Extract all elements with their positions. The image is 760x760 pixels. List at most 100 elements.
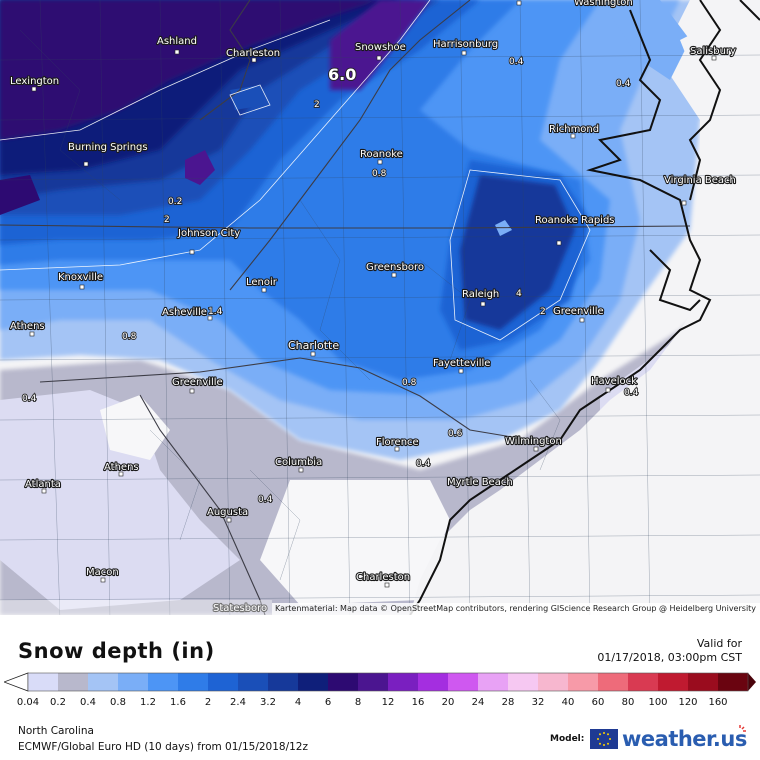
city-lenoir[interactable]: Lenoir — [245, 276, 279, 293]
scale-tick-label: 120 — [678, 697, 698, 708]
scale-swatch — [358, 673, 389, 691]
svg-text:Ashland: Ashland — [157, 36, 197, 47]
coastline — [409, 0, 760, 615]
svg-text:Johnson City: Johnson City — [177, 228, 240, 239]
city-salisbury[interactable]: Salisbury — [689, 45, 737, 61]
city-washington[interactable]: Washington — [516, 0, 634, 9]
depth-zone-3.2-east — [460, 175, 575, 330]
svg-text:Charleston: Charleston — [226, 48, 280, 59]
svg-text:Wilmington: Wilmington — [505, 436, 562, 447]
svg-text:Greenville: Greenville — [172, 377, 223, 388]
scale-swatch — [208, 673, 239, 691]
city-greensboro[interactable]: Greensboro — [365, 261, 425, 278]
city-athens-ga[interactable]: Athens — [103, 461, 140, 477]
svg-text:Asheville: Asheville — [162, 307, 207, 318]
svg-text:Athens: Athens — [10, 321, 45, 332]
scale-tick-label: 4 — [294, 697, 302, 708]
scale-swatch — [658, 673, 689, 691]
color-scale-ticks: 0.04 0.2 0.4 0.8 1.2 1.6 2 2.4 3.2 4 6 8 12 16 20 24 28 3… — [0, 697, 760, 711]
svg-text:Athens: Athens — [104, 462, 139, 473]
city-athens-tn[interactable]: Athens — [9, 320, 46, 337]
scale-tick-label: 12 — [381, 697, 395, 708]
svg-text:0.8: 0.8 — [122, 332, 137, 342]
svg-text:Greenville: Greenville — [553, 306, 604, 317]
scale-tick-label: 1.6 — [170, 697, 186, 708]
city-asheville[interactable]: Asheville — [161, 306, 213, 321]
city-roanoke[interactable]: Roanoke — [359, 148, 404, 165]
ocean — [410, 0, 760, 615]
city-augusta[interactable]: Augusta — [206, 506, 249, 523]
city-raleigh[interactable]: Raleigh — [461, 288, 500, 307]
scale-swatch — [238, 673, 269, 691]
valid-time: Valid for 01/17/2018, 03:00pm CST — [597, 637, 742, 665]
scale-outline — [27, 672, 749, 692]
map-panel[interactable]: Washington Ashland Charleston Snowshoe H… — [0, 0, 760, 615]
scale-tick-label: 80 — [621, 697, 635, 708]
city-virginia-beach[interactable]: Virginia Beach — [663, 174, 737, 206]
svg-text:Florence: Florence — [376, 437, 419, 448]
svg-text:Atlanta: Atlanta — [25, 479, 61, 490]
scale-swatch — [298, 673, 329, 691]
city-richmond[interactable]: Richmond — [548, 123, 600, 139]
scale-swatch — [58, 673, 89, 691]
city-wilmington[interactable]: Wilmington — [504, 435, 563, 452]
svg-text:Greensboro: Greensboro — [366, 262, 424, 273]
city-knoxville[interactable]: Knoxville — [57, 271, 104, 290]
svg-text:0.4: 0.4 — [416, 459, 431, 469]
city-florence[interactable]: Florence — [375, 436, 420, 452]
delmarva-land — [680, 20, 740, 100]
city-ashland[interactable]: Ashland — [156, 35, 198, 55]
scale-swatch — [538, 673, 569, 691]
city-myrtle-beach[interactable]: Myrtle Beach — [446, 476, 514, 489]
svg-text:Columbia: Columbia — [275, 457, 322, 468]
scale-tick-label: 2.4 — [230, 697, 246, 708]
city-fayetteville[interactable]: Fayetteville — [432, 357, 492, 374]
city-roanoke-rapids[interactable]: Roanoke Rapids — [534, 214, 616, 246]
city-greenville-sc[interactable]: Greenville — [171, 376, 224, 394]
scale-tick-label: 0.8 — [110, 697, 126, 708]
scale-swatch — [328, 673, 359, 691]
scale-tick-label: 60 — [591, 697, 605, 708]
svg-text:Macon: Macon — [86, 567, 119, 578]
city-markers: Washington Ashland Charleston Snowshoe H… — [9, 0, 737, 615]
city-johnson-city[interactable]: Johnson City — [176, 227, 241, 255]
scale-tick-label: 16 — [411, 697, 425, 708]
scale-tick-label: 28 — [501, 697, 515, 708]
city-lexington[interactable]: Lexington — [9, 75, 60, 92]
city-columbia[interactable]: Columbia — [274, 456, 323, 473]
city-charleston-sc[interactable]: Charleston — [355, 571, 411, 588]
scale-swatch — [628, 673, 659, 691]
city-greenville-nc[interactable]: Greenville — [552, 305, 605, 323]
svg-text:0.2: 0.2 — [168, 197, 182, 207]
svg-text:0.4: 0.4 — [22, 394, 37, 404]
depth-zone-8-snowshoe — [330, 0, 430, 90]
isoline-labels: 6.0 0.4 0.4 2 0.8 0.2 2 4 2 1.4 0.8 0.4 … — [21, 56, 639, 506]
snow-depth-map[interactable]: Washington Ashland Charleston Snowshoe H… — [0, 0, 760, 615]
city-harrisonburg[interactable]: Harrisonburg — [432, 38, 499, 56]
map-credit: Kartenmaterial: Map data © OpenStreetMap… — [272, 603, 760, 615]
svg-text:2: 2 — [540, 307, 546, 317]
scale-swatch — [598, 673, 629, 691]
svg-text:0.8: 0.8 — [402, 378, 417, 388]
scale-swatch — [28, 673, 59, 691]
city-snowshoe[interactable]: Snowshoe — [354, 41, 407, 61]
city-havelock[interactable]: Havelock — [590, 375, 638, 393]
city-burning-springs[interactable]: Burning Springs — [67, 141, 149, 167]
scale-tick-label: 100 — [648, 697, 668, 708]
scale-swatch — [178, 673, 209, 691]
scale-tick-label: 0.04 — [16, 697, 40, 708]
scale-swatch — [118, 673, 149, 691]
no-snow-zone-west — [100, 395, 170, 460]
city-atlanta[interactable]: Atlanta — [24, 478, 62, 494]
city-macon[interactable]: Macon — [85, 566, 120, 583]
scale-tick-label: 32 — [531, 697, 545, 708]
city-statesboro[interactable]: Statesboro — [212, 602, 268, 615]
city-charlotte[interactable]: Charlotte — [287, 338, 340, 357]
depth-zone-0.04-west — [0, 390, 240, 610]
svg-text:Charlotte: Charlotte — [288, 339, 339, 352]
svg-text:Washington: Washington — [574, 0, 633, 8]
city-charleston-wv[interactable]: Charleston — [225, 47, 281, 63]
scale-swatch — [268, 673, 299, 691]
svg-text:2: 2 — [164, 215, 170, 225]
scale-swatch — [688, 673, 719, 691]
